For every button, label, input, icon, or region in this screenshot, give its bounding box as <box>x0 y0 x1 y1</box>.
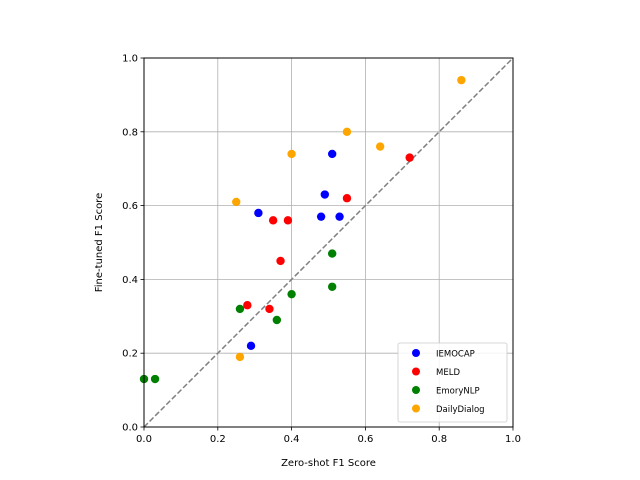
point-emorynlp-5 <box>327 282 337 291</box>
y-tick-label-1: 0.2 <box>122 349 138 360</box>
legend-label-meld: MELD <box>436 368 460 378</box>
point-meld-6 <box>405 153 414 162</box>
x-tick-label-1: 0.2 <box>210 434 226 445</box>
y-tick-label-5: 1.0 <box>122 54 138 65</box>
point-iemocap-3 <box>316 212 326 221</box>
point-iemocap-1 <box>320 190 330 199</box>
point-dailydialog-4 <box>375 142 385 151</box>
legend-box <box>397 342 508 423</box>
point-dailydialog-3 <box>342 127 352 136</box>
point-meld-0 <box>268 216 278 225</box>
point-meld-5 <box>342 194 352 203</box>
diagonal-reference-line <box>143 57 514 428</box>
x-axis-label: Zero-shot F1 Score <box>281 458 376 469</box>
legend-marker-meld <box>412 367 420 376</box>
point-meld-4 <box>265 304 274 314</box>
x-tick-label-2: 0.4 <box>284 434 300 445</box>
legend-marker-emorynlp <box>412 386 420 394</box>
legend-marker-dailydialog <box>412 404 420 413</box>
point-iemocap-0 <box>254 208 263 218</box>
point-emorynlp-1 <box>150 374 160 384</box>
legend-label-dailydialog: DailyDialog <box>436 405 485 415</box>
y-tick-label-3: 0.6 <box>122 201 138 212</box>
point-meld-3 <box>243 301 252 310</box>
point-dailydialog-1 <box>235 352 245 362</box>
point-dailydialog-2 <box>287 149 296 159</box>
axes-frame <box>143 57 514 428</box>
x-tick-label-3: 0.6 <box>357 434 373 445</box>
legend-marker-iemocap <box>412 349 420 357</box>
point-emorynlp-4 <box>287 289 296 299</box>
x-tick-label-4: 0.8 <box>431 434 447 445</box>
legend-label-emorynlp: EmoryNLP <box>436 386 480 396</box>
grid <box>143 57 514 428</box>
y-tick-label-4: 0.8 <box>122 127 138 138</box>
x-tick-label-0: 0.0 <box>136 434 152 445</box>
y-axis-label: Fine-tuned F1 Score <box>94 193 105 292</box>
point-dailydialog-5 <box>457 75 466 85</box>
point-emorynlp-6 <box>327 249 337 258</box>
y-tick-label-2: 0.4 <box>122 275 138 286</box>
axis-ticks: 0.0 0.2 0.4 0.6 0.8 1.0 0.0 0.2 0.4 0.6 0.8 1.0 <box>122 54 521 446</box>
point-emorynlp-2 <box>235 304 245 314</box>
point-iemocap-5 <box>246 341 256 351</box>
legend-label-iemocap: IEMOCAP <box>436 349 475 359</box>
x-tick-label-5: 1.0 <box>505 434 521 445</box>
point-meld-1 <box>283 216 293 225</box>
point-iemocap-4 <box>335 212 344 221</box>
point-iemocap-2 <box>327 149 337 159</box>
y-tick-label-0: 0.0 <box>122 423 138 434</box>
point-dailydialog-0 <box>232 197 241 207</box>
legend: IEMOCAP MELD EmoryNLP DailyDialog <box>397 342 508 423</box>
reference-line-group <box>143 57 514 428</box>
point-emorynlp-3 <box>272 315 282 325</box>
point-meld-2 <box>276 256 285 266</box>
